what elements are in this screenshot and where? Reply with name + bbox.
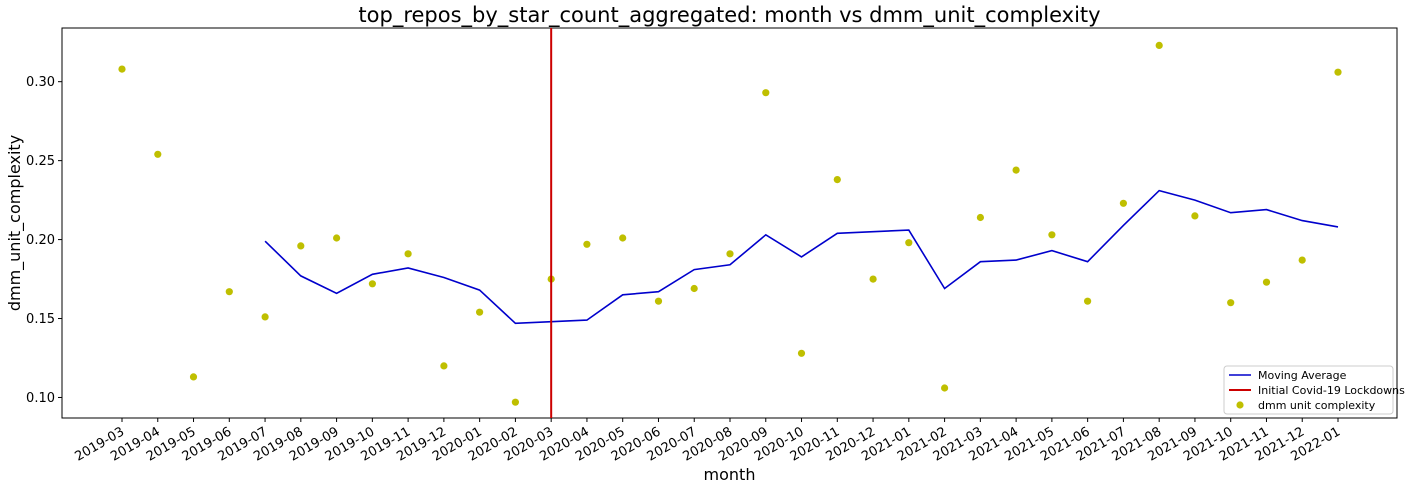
legend-label: dmm unit complexity <box>1258 399 1376 412</box>
data-point <box>511 398 519 406</box>
data-point <box>726 250 734 258</box>
legend-box <box>1223 365 1394 415</box>
data-point <box>1227 299 1235 307</box>
data-point <box>976 213 985 222</box>
scatter-series <box>118 41 1342 406</box>
data-point <box>1155 41 1163 50</box>
legend-label: Initial Covid-19 Lockdowns <box>1258 384 1405 397</box>
data-point <box>941 384 949 392</box>
data-point <box>189 373 198 381</box>
data-point <box>1262 278 1271 286</box>
y-tick-label: 0.25 <box>26 154 55 169</box>
data-point <box>1048 231 1056 239</box>
y-axis-ticks: 0.10 0.15 0.20 0.25 0.30 <box>26 75 62 406</box>
y-tick-label: 0.30 <box>26 75 55 90</box>
data-point <box>690 284 698 293</box>
data-point <box>1012 166 1020 174</box>
data-point <box>333 234 341 242</box>
data-point <box>1298 256 1306 264</box>
data-point <box>797 349 806 357</box>
x-axis-label: month <box>704 465 756 484</box>
data-point <box>118 65 126 73</box>
data-point <box>619 234 627 242</box>
legend: Moving Average Initial Covid-19 Lockdowns… <box>1223 365 1405 415</box>
data-point <box>404 250 412 258</box>
data-point <box>869 275 877 283</box>
data-point <box>261 313 269 321</box>
chart-title: top_repos_by_star_count_aggregated: mont… <box>358 3 1100 28</box>
legend-label: Moving Average <box>1258 369 1347 382</box>
moving-average-series <box>264 189 1339 325</box>
data-point <box>1119 199 1127 207</box>
y-axis-label: dmm_unit_complexity <box>5 135 25 311</box>
moving-average-line <box>264 189 1339 325</box>
data-point <box>476 308 484 316</box>
data-point <box>440 362 448 370</box>
data-point <box>583 240 591 248</box>
y-tick-label: 0.10 <box>26 391 55 406</box>
y-tick-label: 0.20 <box>26 233 55 248</box>
data-point <box>762 89 770 97</box>
data-point <box>368 280 376 288</box>
data-point <box>905 239 913 247</box>
plot-area <box>61 27 1398 419</box>
data-point <box>1084 297 1092 305</box>
data-point <box>297 242 305 250</box>
data-point <box>154 150 162 158</box>
data-point <box>1334 68 1342 76</box>
y-tick-label: 0.15 <box>26 312 55 327</box>
data-point <box>225 288 233 296</box>
data-point <box>833 176 841 184</box>
data-point <box>1191 212 1199 220</box>
data-point <box>654 297 663 305</box>
legend-marker <box>1236 401 1244 409</box>
x-axis-ticks: 2019-032019-042019-052019-062019-072019-… <box>72 418 1343 465</box>
